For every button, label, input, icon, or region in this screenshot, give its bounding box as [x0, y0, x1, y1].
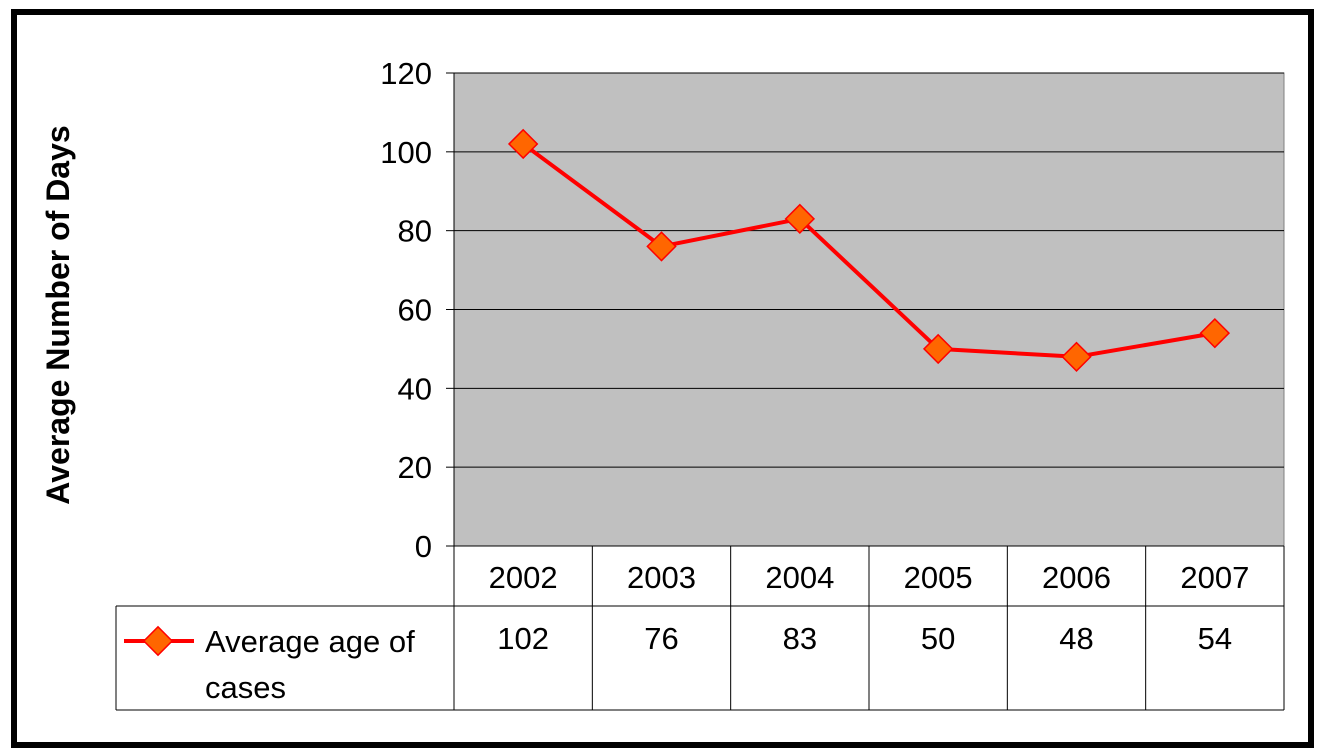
- table-value: 83: [783, 621, 817, 656]
- y-tick-label: 100: [380, 135, 432, 170]
- table-value: 54: [1198, 621, 1232, 656]
- y-tick-label: 20: [398, 450, 432, 485]
- legend-marker: [142, 625, 174, 657]
- data-point-marker: [922, 333, 954, 365]
- chart-frame: [11, 9, 1314, 748]
- y-axis: 0 20 40 60 80 100 120: [380, 56, 455, 564]
- data-point-marker: [1061, 341, 1092, 373]
- y-axis-title: Average Number of Days: [40, 125, 76, 504]
- data-point-marker: [646, 231, 677, 262]
- y-tick-label: 60: [398, 293, 432, 328]
- y-tick-label: 120: [380, 56, 432, 91]
- y-tick-label: 40: [398, 371, 432, 406]
- table-value: 76: [644, 621, 678, 656]
- table-value: 102: [497, 621, 549, 656]
- y-tick-label: 80: [398, 214, 432, 249]
- x-category-label: 2003: [627, 560, 696, 595]
- data-point-marker: [507, 128, 539, 160]
- y-tick-label: 0: [415, 529, 432, 564]
- legend-label: Average age of: [205, 624, 415, 659]
- data-table: 2002 2003 2004 2005 2006 2007 102 76 83 50 48 54 Ave…: [115, 545, 1285, 711]
- data-point-marker: [784, 203, 816, 235]
- data-point-marker: [1199, 317, 1231, 349]
- gridlines: [454, 72, 1284, 468]
- x-category-label: 2007: [1180, 560, 1249, 595]
- table-value: 50: [921, 621, 955, 656]
- legend-label: cases: [205, 670, 286, 705]
- series-markers: [507, 128, 1231, 373]
- x-category-label: 2006: [1042, 560, 1111, 595]
- series-line: [521, 142, 1216, 359]
- x-category-label: 2005: [904, 560, 973, 595]
- x-category-label: 2004: [765, 560, 834, 595]
- x-category-label: 2002: [489, 560, 558, 595]
- table-value: 48: [1059, 621, 1093, 656]
